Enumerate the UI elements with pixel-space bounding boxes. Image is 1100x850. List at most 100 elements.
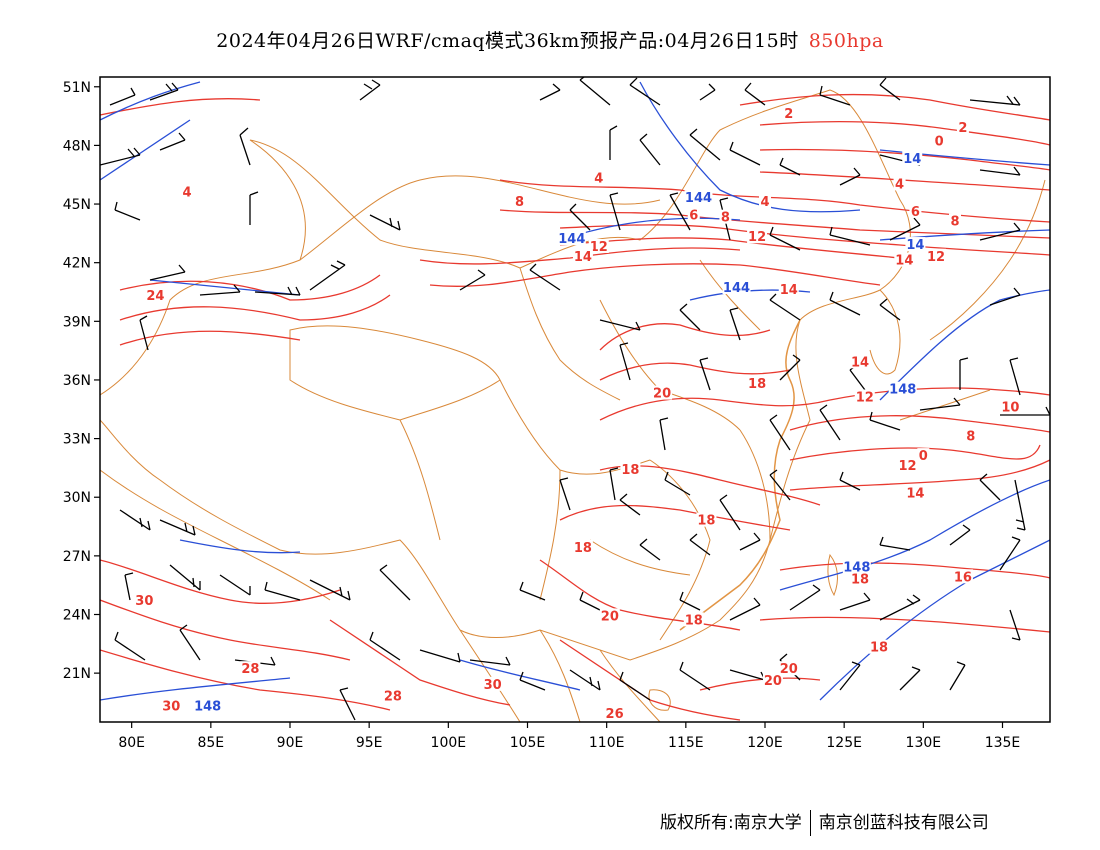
x-tick-label: 100E [431, 735, 467, 751]
wind-barb [254, 286, 301, 296]
wind-barb [519, 581, 546, 601]
height-label-bg [888, 381, 917, 396]
temperature-label: 12 [748, 230, 766, 245]
temperature-label: 26 [606, 707, 624, 722]
temperature-label: 28 [384, 690, 402, 705]
wind-barb [839, 167, 861, 186]
wind-barb [519, 671, 546, 691]
temperature-label-bg [683, 612, 704, 627]
temperature-label-bg [850, 354, 870, 369]
wind-barb [719, 494, 741, 531]
wind-barb [239, 127, 251, 166]
wind-barb [629, 77, 661, 106]
wind-barb [839, 661, 861, 691]
wind-barb [609, 125, 618, 160]
temperature-label: 2 [784, 107, 793, 122]
temperature-label-bg [687, 207, 700, 222]
y-tick-label: 21N [63, 666, 91, 682]
temperature-label-bg [719, 209, 732, 224]
footer-left: 版权所有:南京大学 [660, 813, 802, 833]
height-label-bg [902, 151, 923, 166]
y-tick-label: 33N [63, 432, 91, 448]
wind-barb [879, 536, 911, 551]
footer-right: 南京创蓝科技有限公司 [818, 813, 989, 833]
y-tick-label: 24N [63, 608, 91, 624]
x-tick-label: 90E [277, 735, 304, 751]
height-label-bg [905, 237, 926, 252]
wind-barb [979, 222, 1021, 241]
temperature-label: 30 [484, 678, 502, 693]
temperature-label-bg [850, 571, 870, 586]
temperature-label-bg [382, 688, 403, 703]
temperature-label: 10 [1001, 400, 1019, 415]
temp-contour [789, 415, 1050, 433]
wind-barb [309, 260, 346, 291]
x-tick-label: 135E [985, 735, 1021, 751]
temperature-label: 20 [780, 662, 798, 677]
temperature-label-bg [952, 569, 973, 584]
temperature-label: 12 [927, 250, 945, 265]
wind-barb [739, 532, 761, 551]
temp-contour [599, 362, 791, 381]
y-tick-label: 42N [63, 256, 91, 272]
india-outline [100, 469, 331, 601]
x-tick-label: 80E [118, 735, 145, 751]
temp-contour [100, 649, 391, 711]
temp-contour [100, 559, 341, 604]
wind-barb [559, 477, 571, 511]
height-contour [639, 81, 861, 213]
temperature-label-bg [894, 252, 915, 267]
temperature-label-bg [482, 676, 503, 691]
height-label: 148 [194, 699, 221, 714]
wind-barb [829, 226, 871, 246]
wind-barb [124, 572, 134, 601]
height-label-bg [193, 698, 222, 713]
x-tick-label: 110E [589, 735, 625, 751]
temperature-label-bg [909, 203, 922, 218]
temperature-label-bg [592, 170, 605, 185]
wind-barbs [100, 77, 1050, 721]
wind-barb [1014, 479, 1026, 531]
temperature-label-bg [782, 106, 795, 121]
height-contour [819, 539, 1050, 701]
temp-contour [739, 93, 1050, 121]
temperature-label-bg [869, 639, 889, 654]
wind-barb [1009, 609, 1021, 641]
temperature-label-bg [134, 592, 155, 607]
temperature-label: 14 [895, 254, 913, 269]
wind-barb [619, 671, 651, 701]
wind-barb [899, 666, 921, 691]
wind-barb [114, 631, 146, 661]
wind-barb [609, 467, 619, 501]
wind-barb [169, 564, 201, 591]
temp-contour [559, 224, 1050, 256]
wind-barb [779, 157, 801, 176]
wind-barb [979, 473, 1001, 501]
height-contour [459, 659, 581, 691]
temperature-label-bg [897, 457, 918, 472]
temperature-label: 18 [685, 613, 703, 628]
indochina-outline [459, 629, 661, 722]
temperature-label: 20 [653, 387, 671, 402]
wind-barb [979, 166, 1021, 176]
temperature-contours [100, 93, 1050, 721]
wind-barb [569, 203, 591, 231]
y-tick-label: 36N [63, 373, 91, 389]
wind-barb [149, 82, 179, 101]
temperature-label: 20 [601, 609, 619, 624]
temp-contour [759, 120, 1050, 146]
wind-barb [109, 87, 136, 106]
x-tick-label: 130E [906, 735, 942, 751]
copyright-footer: 版权所有:南京大学 南京创蓝科技有限公司 [660, 808, 989, 836]
map-background [100, 77, 1050, 722]
temperature-label-bg [572, 540, 593, 554]
temp-contour [429, 263, 881, 287]
wind-barb [829, 291, 861, 316]
x-tick-label: 120E [747, 735, 783, 751]
wind-barb [949, 661, 966, 691]
y-tick-label: 48N [63, 138, 91, 154]
temperature-label-bg [933, 133, 946, 148]
wind-barb [679, 591, 701, 611]
